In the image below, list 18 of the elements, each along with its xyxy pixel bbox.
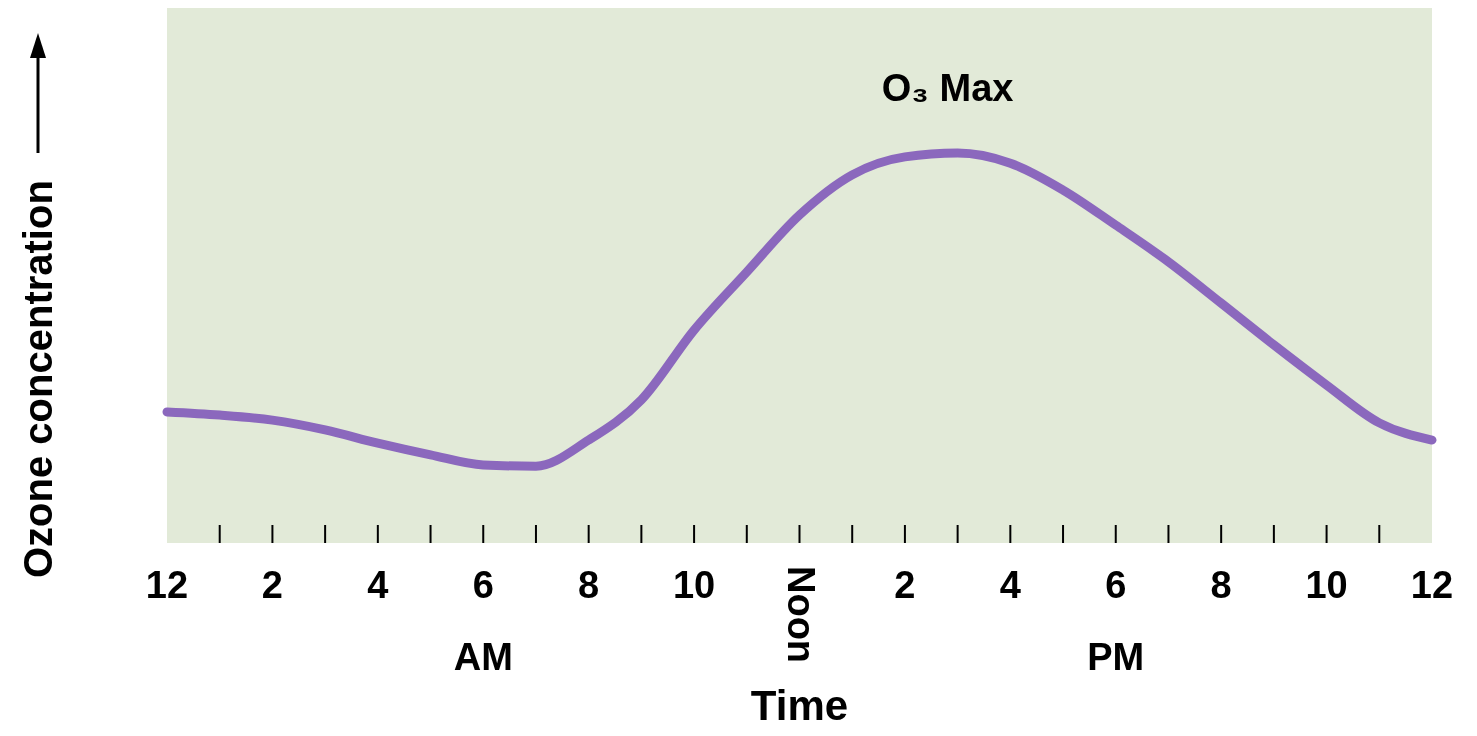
x-tick-label: 12 xyxy=(145,564,189,606)
x-tick-label: 8 xyxy=(578,564,600,606)
x-tick-label: 4 xyxy=(999,564,1021,606)
x-tick-label: 6 xyxy=(472,564,494,606)
x-tick-label: 6 xyxy=(1105,564,1127,606)
x-tick-label: 12 xyxy=(1410,564,1454,606)
x-tick-label: 2 xyxy=(894,564,916,606)
y-axis-title: Ozone concentration xyxy=(16,180,60,578)
text: O₃ Max xyxy=(881,67,1014,109)
x-tick-label: 10 xyxy=(672,564,716,606)
x-axis-title: Time xyxy=(750,682,849,729)
x-tick-label: Noon xyxy=(779,566,822,664)
text: AM xyxy=(453,636,513,678)
text: PM xyxy=(1087,636,1145,678)
x-tick-label: 8 xyxy=(1210,564,1232,606)
x-tick-label: 4 xyxy=(367,564,389,606)
x-tick-label: 2 xyxy=(261,564,283,606)
x-tick-label: 10 xyxy=(1305,564,1348,606)
